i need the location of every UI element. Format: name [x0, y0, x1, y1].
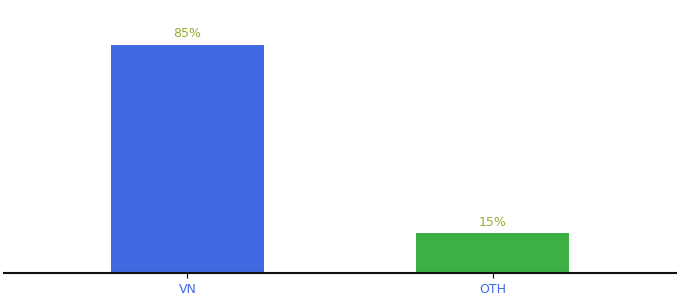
Bar	[111, 44, 264, 273]
Bar	[416, 233, 569, 273]
Text: 15%: 15%	[479, 216, 507, 229]
Text: 85%: 85%	[173, 28, 201, 40]
